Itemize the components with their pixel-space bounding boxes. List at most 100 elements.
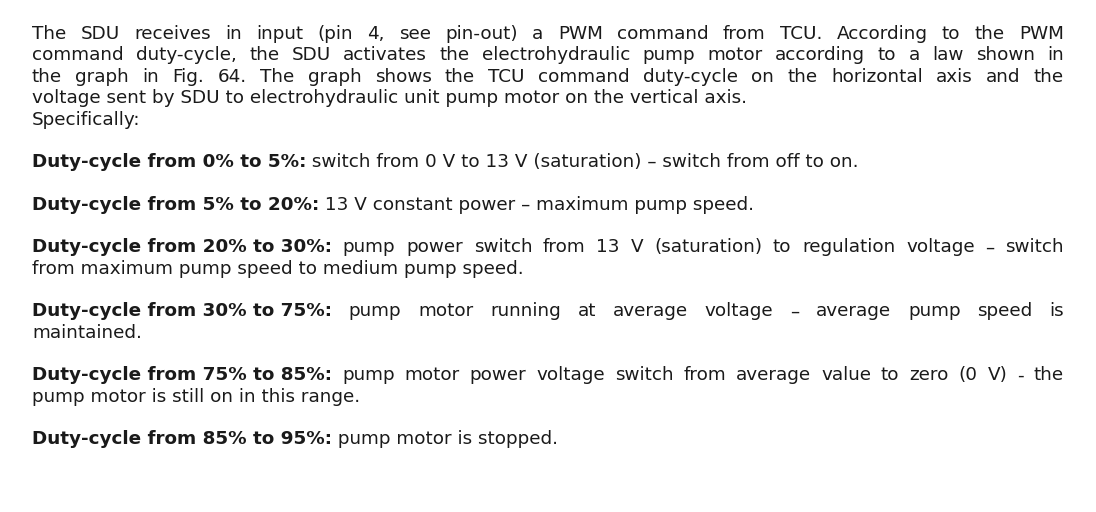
Text: and: and (986, 68, 1020, 86)
Text: switch: switch (1005, 239, 1064, 257)
Text: motor: motor (419, 303, 473, 321)
Text: is: is (1049, 303, 1064, 321)
Text: average: average (613, 303, 688, 321)
Text: Duty-cycle from 85% to 95%:: Duty-cycle from 85% to 95%: (32, 431, 332, 449)
Text: shows: shows (375, 68, 432, 86)
Text: graph: graph (76, 68, 129, 86)
Text: voltage sent by SDU to electrohydraulic unit pump motor on the vertical axis.: voltage sent by SDU to electrohydraulic … (32, 90, 747, 108)
Text: average: average (817, 303, 891, 321)
Text: the: the (32, 68, 62, 86)
Text: the: the (974, 25, 1005, 43)
Text: pump motor is stopped.: pump motor is stopped. (332, 431, 558, 449)
Text: TCU.: TCU. (780, 25, 822, 43)
Text: to: to (878, 47, 897, 65)
Text: on: on (752, 68, 774, 86)
Text: to: to (773, 239, 791, 257)
Text: TCU: TCU (489, 68, 525, 86)
Text: command: command (32, 47, 124, 65)
Text: regulation: regulation (802, 239, 895, 257)
Text: Duty-cycle from 5% to 20%:: Duty-cycle from 5% to 20%: (32, 196, 319, 214)
Text: average: average (737, 367, 811, 385)
Text: switch: switch (615, 367, 673, 385)
Text: the: the (439, 47, 469, 65)
Text: from: from (683, 367, 726, 385)
Text: horizontal: horizontal (831, 68, 923, 86)
Text: receives: receives (134, 25, 210, 43)
Text: duty-cycle: duty-cycle (643, 68, 738, 86)
Text: speed: speed (978, 303, 1032, 321)
Text: pin-out): pin-out) (445, 25, 518, 43)
Text: (pin: (pin (318, 25, 353, 43)
Text: The: The (260, 68, 295, 86)
Text: SDU: SDU (292, 47, 331, 65)
Text: maintained.: maintained. (32, 324, 141, 342)
Text: Duty-cycle from 0% to 5%:: Duty-cycle from 0% to 5%: (32, 154, 307, 172)
Text: PWM: PWM (1019, 25, 1064, 43)
Text: shown: shown (975, 47, 1035, 65)
Text: in: in (142, 68, 159, 86)
Text: -: - (1017, 367, 1024, 385)
Text: value: value (821, 367, 871, 385)
Text: at: at (578, 303, 596, 321)
Text: PWM: PWM (558, 25, 603, 43)
Text: Duty-cycle from 20% to 30%:: Duty-cycle from 20% to 30%: (32, 239, 332, 257)
Text: motor: motor (708, 47, 763, 65)
Text: Duty-cycle from 75% to 85%:: Duty-cycle from 75% to 85%: (32, 367, 332, 385)
Text: pump: pump (342, 367, 395, 385)
Text: the: the (1034, 367, 1064, 385)
Text: Specifically:: Specifically: (32, 111, 140, 129)
Text: the: the (788, 68, 818, 86)
Text: –: – (790, 303, 799, 321)
Text: power: power (407, 239, 463, 257)
Text: voltage: voltage (536, 367, 605, 385)
Text: axis: axis (936, 68, 973, 86)
Text: pump: pump (343, 239, 396, 257)
Text: to: to (941, 25, 960, 43)
Text: according: according (775, 47, 866, 65)
Text: Fig.: Fig. (172, 68, 204, 86)
Text: voltage: voltage (705, 303, 774, 321)
Text: motor: motor (404, 367, 459, 385)
Text: Duty-cycle from 30% to 75%:: Duty-cycle from 30% to 75%: (32, 303, 332, 321)
Text: pump: pump (642, 47, 695, 65)
Text: to: to (881, 367, 900, 385)
Text: from: from (543, 239, 585, 257)
Text: SDU: SDU (80, 25, 119, 43)
Text: a: a (909, 47, 920, 65)
Text: voltage: voltage (906, 239, 974, 257)
Text: switch from 0 V to 13 V (saturation) – switch from off to on.: switch from 0 V to 13 V (saturation) – s… (307, 154, 859, 172)
Text: command: command (538, 68, 630, 86)
Text: switch: switch (473, 239, 533, 257)
Text: command: command (617, 25, 709, 43)
Text: pump: pump (349, 303, 401, 321)
Text: input: input (256, 25, 304, 43)
Text: –: – (985, 239, 995, 257)
Text: the: the (249, 47, 279, 65)
Text: 4,: 4, (367, 25, 385, 43)
Text: power: power (469, 367, 526, 385)
Text: pump motor is still on in this range.: pump motor is still on in this range. (32, 388, 361, 406)
Text: V: V (630, 239, 643, 257)
Text: 64.: 64. (218, 68, 247, 86)
Text: law: law (932, 47, 963, 65)
Text: a: a (533, 25, 544, 43)
Text: (0: (0 (959, 367, 978, 385)
Text: see: see (399, 25, 431, 43)
Text: the: the (445, 68, 475, 86)
Text: the: the (1034, 68, 1064, 86)
Text: V): V) (987, 367, 1007, 385)
Text: from: from (723, 25, 766, 43)
Text: graph: graph (308, 68, 362, 86)
Text: duty-cycle,: duty-cycle, (136, 47, 237, 65)
Text: The: The (32, 25, 66, 43)
Text: in: in (1048, 47, 1064, 65)
Text: running: running (490, 303, 561, 321)
Text: activates: activates (343, 47, 427, 65)
Text: electrohydraulic: electrohydraulic (482, 47, 630, 65)
Text: 13: 13 (596, 239, 620, 257)
Text: from maximum pump speed to medium pump speed.: from maximum pump speed to medium pump s… (32, 260, 524, 278)
Text: pump: pump (907, 303, 960, 321)
Text: According: According (836, 25, 927, 43)
Text: 13 V constant power – maximum pump speed.: 13 V constant power – maximum pump speed… (319, 196, 754, 214)
Text: (saturation): (saturation) (654, 239, 762, 257)
